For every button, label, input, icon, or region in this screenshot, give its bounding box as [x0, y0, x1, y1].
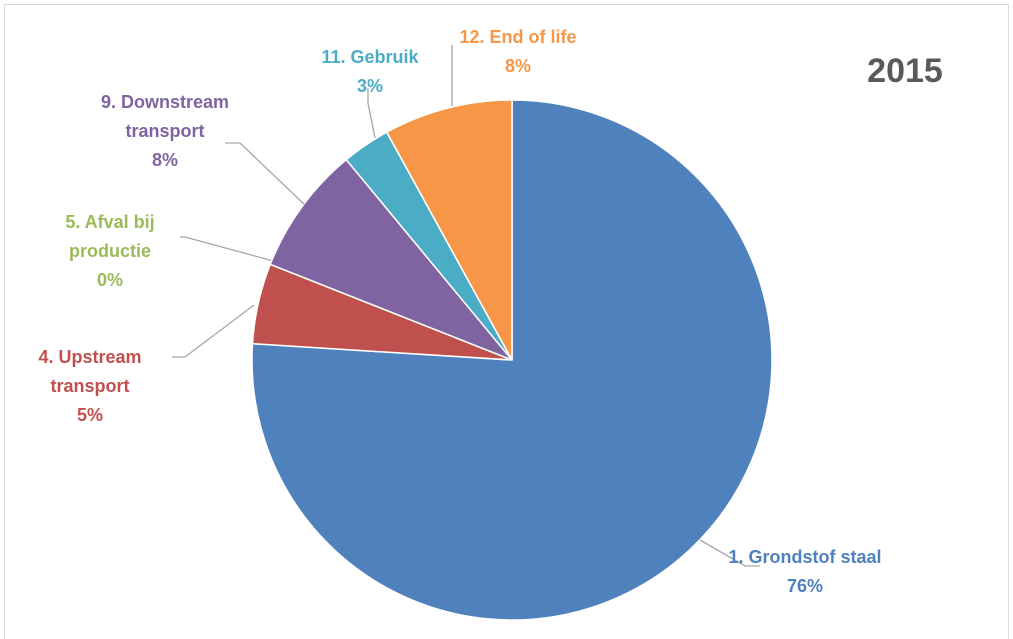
data-label: 12. End of life 8% — [433, 23, 603, 81]
pie-slice — [251, 99, 773, 621]
leader-line — [367, 88, 376, 139]
category-label: 11. Gebruik — [321, 47, 419, 67]
value-label: 5% — [76, 405, 103, 425]
value-label: 8% — [151, 150, 178, 170]
leader-line — [225, 142, 306, 206]
value-label: 3% — [356, 76, 383, 96]
category-label: 1. Grondstof staal — [728, 547, 882, 567]
data-label: 1. Grondstof staal 76% — [725, 543, 885, 601]
pie-slice — [385, 99, 513, 361]
data-label: 9. Downstream transport 8% — [70, 88, 260, 175]
leader-line — [699, 539, 760, 567]
leader-line — [180, 236, 278, 263]
category-label: 12. End of life — [459, 27, 577, 47]
pie-slice — [269, 158, 513, 361]
category-label: 4. Upstream transport — [38, 347, 142, 396]
chart-title: 2015 — [867, 52, 943, 90]
data-label: 4. Upstream transport 5% — [5, 343, 175, 430]
value-label: 8% — [504, 56, 531, 76]
category-label: 5. Afval bij productie — [65, 212, 155, 261]
value-label: 76% — [786, 576, 824, 596]
category-label: 9. Downstream transport — [100, 92, 230, 141]
data-label: 11. Gebruik 3% — [290, 43, 450, 101]
value-label: 0% — [96, 270, 123, 290]
frame — [4, 4, 1009, 639]
data-label: 5. Afval bij productie 0% — [25, 208, 195, 295]
leader-line — [172, 304, 255, 358]
